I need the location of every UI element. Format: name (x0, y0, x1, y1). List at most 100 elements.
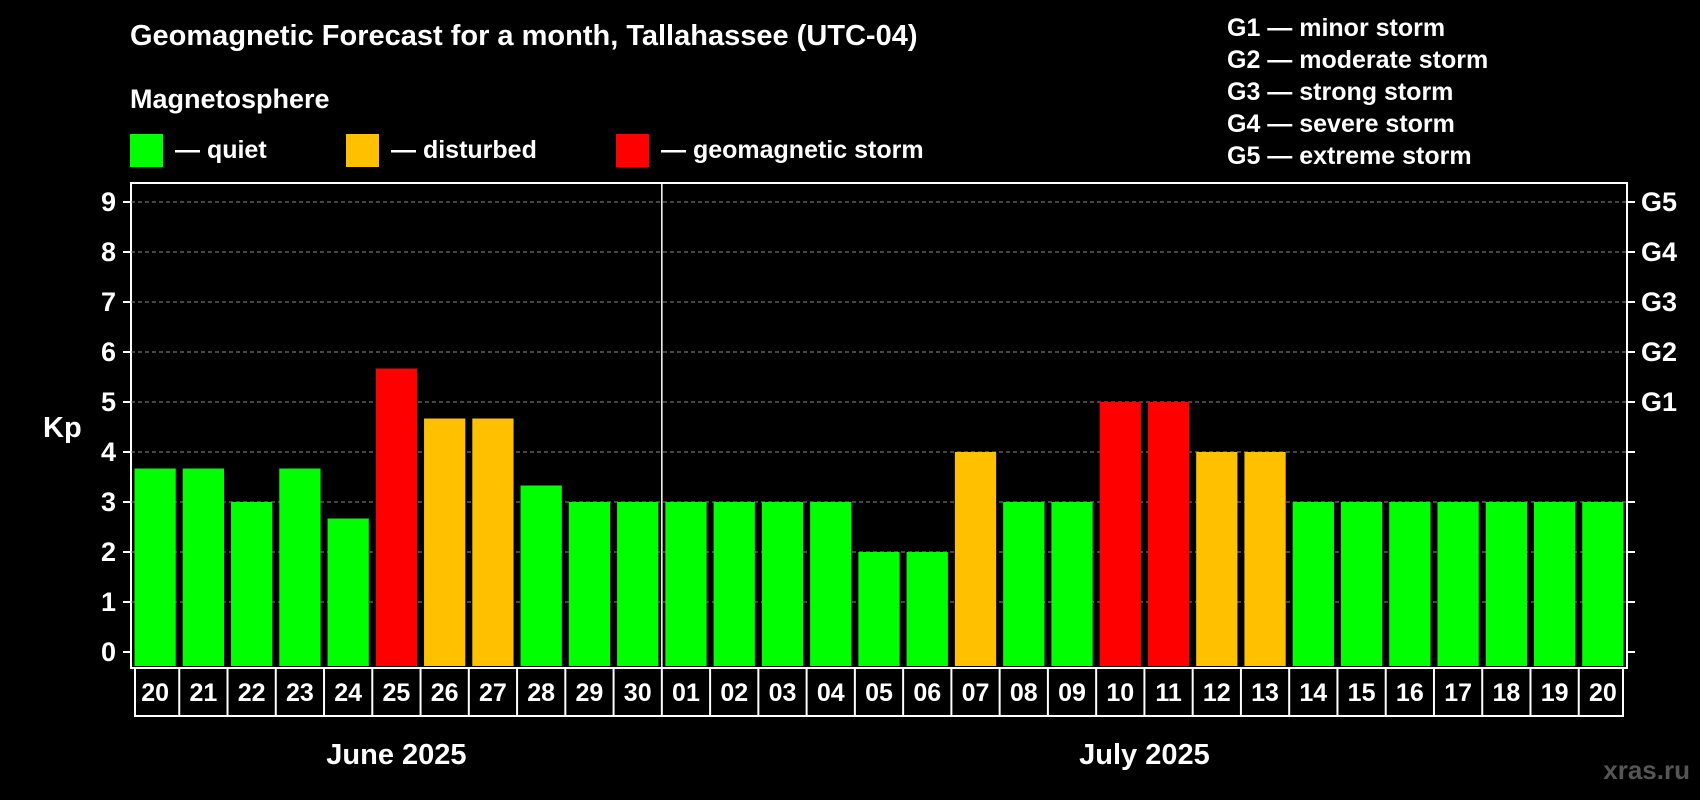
month-label-1: July 2025 (1079, 739, 1210, 771)
legend-disturbed: — disturbed (346, 133, 537, 167)
x-tick-label-12: 02 (720, 679, 748, 707)
right-axis-label-g2: G2 (1641, 337, 1677, 367)
right-axis-label-g3: G3 (1641, 287, 1677, 317)
legend-storm: — geomagnetic storm (616, 133, 924, 167)
y-tick-label-5: 5 (101, 387, 116, 417)
storm-scale-g4: G4 — severe storm (1227, 110, 1455, 138)
y-tick-label-9: 9 (101, 187, 116, 217)
x-tick-label-1: 21 (189, 679, 217, 707)
legend-disturbed-label: — disturbed (391, 135, 537, 164)
bar-21 (1147, 402, 1190, 666)
watermark: xras.ru (1603, 755, 1690, 785)
bar-17 (954, 452, 997, 666)
chart-title: Geomagnetic Forecast for a month, Tallah… (130, 20, 918, 52)
bar-29 (1533, 502, 1576, 666)
bar-8 (520, 485, 562, 666)
x-tick-label-14: 04 (817, 679, 845, 707)
bar-27 (1437, 502, 1479, 666)
x-tick-label-28: 18 (1492, 679, 1520, 707)
bar-20 (1099, 402, 1141, 666)
bar-13 (761, 502, 804, 666)
x-tick-label-21: 11 (1155, 679, 1182, 707)
bar-18 (1003, 502, 1045, 666)
bar-30 (1582, 502, 1624, 666)
bar-7 (472, 418, 514, 666)
storm-scale-g2: G2 — moderate storm (1227, 46, 1489, 74)
right-axis-label-g1: G1 (1641, 387, 1677, 417)
x-tick-label-16: 06 (913, 679, 941, 707)
x-tick-label-22: 12 (1203, 679, 1231, 707)
x-tick-label-18: 08 (1010, 679, 1038, 707)
bar-2 (231, 502, 273, 666)
x-tick-label-19: 09 (1058, 679, 1086, 707)
x-tick-label-4: 24 (334, 679, 362, 707)
y-tick-label-0: 0 (101, 637, 116, 667)
storm-scale-legend: G1 — minor storm G2 — moderate storm G3 … (1227, 12, 1587, 172)
bar-4 (327, 518, 369, 666)
y-tick-label-6: 6 (101, 337, 116, 367)
storm-scale-g3: G3 — strong storm (1227, 78, 1454, 106)
y-tick-label-8: 8 (101, 237, 116, 267)
y-tick-label-4: 4 (101, 437, 116, 467)
y-tick-label-7: 7 (101, 287, 116, 317)
x-tick-label-13: 03 (769, 679, 797, 707)
bar-22 (1196, 452, 1238, 666)
x-tick-label-5: 25 (383, 679, 411, 707)
y-axis-label: Kp (43, 412, 82, 444)
bar-26 (1389, 502, 1431, 666)
x-tick-label-11: 01 (672, 679, 700, 707)
bar-1 (182, 468, 225, 666)
x-tick-label-29: 19 (1541, 679, 1569, 707)
x-tick-label-30: 20 (1589, 679, 1617, 707)
date-label-frame (134, 667, 1624, 717)
x-tick-label-6: 26 (431, 679, 459, 707)
bar-23 (1244, 452, 1286, 666)
month-label-0: June 2025 (326, 739, 466, 771)
storm-scale-g5: G5 — extreme storm (1227, 142, 1472, 170)
legend-storm-swatch (616, 133, 649, 167)
bar-10 (617, 502, 659, 666)
right-axis-label-g4: G4 (1641, 237, 1677, 267)
x-tick-label-26: 16 (1396, 679, 1424, 707)
x-tick-label-15: 05 (865, 679, 893, 707)
legend-disturbed-swatch (346, 133, 379, 167)
legend-quiet-swatch (130, 133, 163, 167)
bar-6 (424, 418, 466, 666)
bar-11 (665, 502, 707, 666)
legend-quiet: — quiet (130, 133, 267, 167)
bar-0 (134, 468, 176, 666)
y-tick-label-2: 2 (101, 537, 116, 567)
bar-19 (1051, 502, 1093, 666)
x-tick-label-27: 17 (1444, 679, 1472, 707)
bar-9 (568, 502, 611, 666)
y-tick-label-3: 3 (101, 487, 116, 517)
bar-5 (375, 368, 418, 666)
bar-14 (810, 502, 852, 666)
bar-24 (1292, 502, 1334, 666)
bar-3 (279, 468, 321, 666)
x-tick-label-17: 07 (962, 679, 990, 707)
bar-12 (713, 502, 755, 666)
x-tick-label-3: 23 (286, 679, 314, 707)
x-tick-label-10: 30 (624, 679, 652, 707)
x-tick-label-7: 27 (479, 679, 507, 707)
legend-quiet-label: — quiet (175, 135, 267, 164)
legend-heading: Magnetosphere (130, 84, 330, 114)
x-tick-label-25: 15 (1348, 679, 1376, 707)
bar-28 (1485, 502, 1527, 666)
x-tick-label-9: 29 (576, 679, 604, 707)
legend-storm-label: — geomagnetic storm (661, 135, 924, 164)
right-axis-label-g5: G5 (1641, 187, 1677, 217)
x-tick-label-2: 22 (238, 679, 266, 707)
x-tick-label-0: 20 (141, 679, 169, 707)
x-tick-label-8: 28 (527, 679, 555, 707)
x-tick-label-23: 13 (1251, 679, 1279, 707)
x-tick-label-20: 10 (1106, 679, 1134, 707)
y-tick-label-1: 1 (101, 587, 116, 617)
x-tick-label-24: 14 (1299, 679, 1327, 707)
bar-16 (906, 552, 948, 666)
bar-15 (858, 552, 900, 666)
storm-scale-g1: G1 — minor storm (1227, 14, 1446, 42)
bar-25 (1340, 502, 1383, 666)
